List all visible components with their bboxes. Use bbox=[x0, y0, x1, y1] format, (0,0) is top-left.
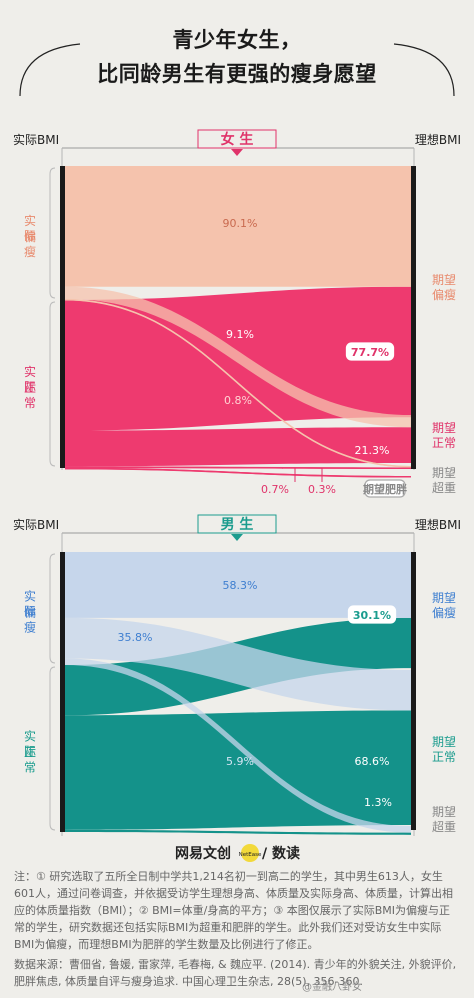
right-node-label-b-2: 超重 bbox=[432, 480, 456, 495]
flow-band-实际偏瘦-期望偏瘦 bbox=[65, 166, 411, 287]
flow-label-实际偏瘦-期望超重: 0.8% bbox=[224, 394, 252, 407]
left-axis-title: 实际BMI bbox=[13, 132, 59, 147]
flow-band-实际偏瘦-期望偏瘦 bbox=[65, 552, 411, 618]
panel-label-box bbox=[197, 514, 277, 534]
right-axis-title: 理想BMI bbox=[415, 132, 461, 147]
flow-line-实际正常-期望超重 bbox=[64, 466, 412, 470]
left-node-label-b-0: 偏瘦 bbox=[24, 229, 36, 259]
panel-label-box bbox=[197, 129, 277, 149]
callout-0-box bbox=[347, 605, 397, 624]
right-node-label-b-1: 正常 bbox=[432, 750, 456, 764]
left-node-bar-1 bbox=[60, 665, 65, 832]
left-axis-title: 实际BMI bbox=[13, 517, 59, 532]
left-node-label-a-0: 实际 bbox=[24, 213, 36, 243]
page-title-line1: 青少年女生， bbox=[172, 28, 302, 52]
right-node-label-a-2: 期望 bbox=[432, 466, 456, 480]
flow-line-实际正常-期望超重 bbox=[64, 830, 412, 835]
right-node-label-b-0: 偏瘦 bbox=[432, 605, 456, 620]
flow-label-实际偏瘦-期望正常: 35.8% bbox=[118, 631, 153, 644]
notes-section: 注：① 研究选取了五所全日制中学共1,214名初一到高二的学生，其中男生613人… bbox=[14, 868, 460, 993]
right-node-bar-2 bbox=[411, 466, 416, 469]
watermark: @金融八卦女 bbox=[302, 982, 362, 993]
right-node-bar-1 bbox=[411, 670, 416, 826]
title-frame-right bbox=[393, 43, 455, 97]
right-axis-title: 理想BMI bbox=[415, 517, 461, 532]
panel-label-pointer bbox=[231, 149, 243, 156]
page-title-line2: 比同龄男生有更强的瘦身愿望 bbox=[97, 62, 377, 86]
callout-1: 21.3% bbox=[355, 444, 390, 457]
left-node-bracket-1 bbox=[49, 666, 56, 831]
flow-label-实际偏瘦-期望超重: 5.9% bbox=[226, 755, 254, 768]
panel-label-pointer bbox=[231, 534, 243, 541]
callout-2: 期望肥胖 bbox=[363, 482, 407, 496]
flow-label-实际正常-期望超重: 0.7% bbox=[261, 483, 289, 496]
flow-band-实际正常-期望正常 bbox=[65, 427, 411, 467]
left-node-label-a-1: 实际 bbox=[24, 364, 36, 394]
flow-band-实际偏瘦-期望超重 bbox=[65, 658, 411, 833]
right-node-label-b-0: 偏瘦 bbox=[432, 287, 456, 302]
left-node-label-a-1: 实际 bbox=[24, 729, 36, 759]
left-node-bracket-1 bbox=[49, 301, 56, 467]
source-text: 数据来源：曹佃省, 鲁媛, 雷家萍, 毛春梅, & 魏应平. (2014). 青… bbox=[14, 958, 457, 988]
left-node-bar-0 bbox=[60, 552, 65, 665]
flow-label-实际正常-期望肥胖: 0.3% bbox=[308, 483, 336, 496]
flow-line-实际偏瘦-期望超重 bbox=[64, 298, 412, 468]
flow-label-实际偏瘦-期望偏瘦: 58.3% bbox=[223, 579, 258, 592]
right-node-label-a-1: 期望 bbox=[432, 735, 456, 749]
right-node-label-b-1: 正常 bbox=[432, 436, 456, 450]
brand-logo: 网易文创 NetEase / 数读 bbox=[0, 842, 474, 864]
left-node-label-b-1: 正常 bbox=[24, 746, 36, 775]
flow-band-实际偏瘦-期望正常 bbox=[65, 617, 411, 711]
right-node-label-a-2: 期望 bbox=[432, 805, 456, 819]
left-node-label-b-0: 偏瘦 bbox=[24, 605, 36, 635]
notes-text: 注：① 研究选取了五所全日制中学共1,214名初一到高二的学生，其中男生613人… bbox=[14, 870, 453, 951]
flow-label-实际偏瘦-期望偏瘦: 90.1% bbox=[223, 217, 258, 230]
flow-band-实际正常-期望正常 bbox=[65, 710, 411, 830]
right-node-label-b-2: 超重 bbox=[432, 819, 456, 834]
flow-band-实际偏瘦-期望正常 bbox=[65, 286, 411, 428]
right-node-bar-1 bbox=[411, 415, 416, 466]
left-node-bracket-0 bbox=[49, 553, 56, 664]
brand-suffix: / 数读 bbox=[262, 845, 300, 862]
right-node-bar-2 bbox=[411, 826, 416, 830]
callout-0: 30.1% bbox=[353, 609, 391, 622]
callout-0: 77.7% bbox=[351, 346, 389, 359]
left-node-label-b-1: 正常 bbox=[24, 381, 36, 410]
brand-badge-circle bbox=[241, 844, 259, 862]
flow-label-实际偏瘦-期望正常: 9.1% bbox=[226, 328, 254, 341]
title-block: 青少年女生， 比同龄男生有更强的瘦身愿望 bbox=[0, 0, 474, 104]
flow-line-实际正常-期望肥胖 bbox=[64, 467, 412, 478]
right-node-label-a-0: 期望 bbox=[432, 273, 456, 287]
callout-1: 68.6% bbox=[355, 755, 390, 768]
left-node-bar-0 bbox=[60, 166, 65, 300]
left-node-bar-1 bbox=[60, 300, 65, 468]
callout-2-box bbox=[364, 479, 406, 498]
callout-0-box bbox=[345, 342, 395, 361]
brand-text: 网易文创 bbox=[175, 845, 231, 862]
right-node-bar-0 bbox=[411, 552, 416, 670]
brand-badge-text: NetEase bbox=[239, 852, 262, 858]
left-node-bracket-0 bbox=[49, 167, 56, 299]
left-node-label-a-0: 实际 bbox=[24, 589, 36, 619]
right-node-bar-0 bbox=[411, 166, 416, 415]
panel-label: 男 生 bbox=[221, 516, 254, 533]
right-node-label-a-1: 期望 bbox=[432, 421, 456, 435]
title-frame-left bbox=[19, 43, 81, 97]
panel-label: 女 生 bbox=[221, 131, 254, 148]
flow-label-实际正常-期望超重: 1.3% bbox=[364, 796, 392, 809]
right-node-label-a-0: 期望 bbox=[432, 591, 456, 605]
